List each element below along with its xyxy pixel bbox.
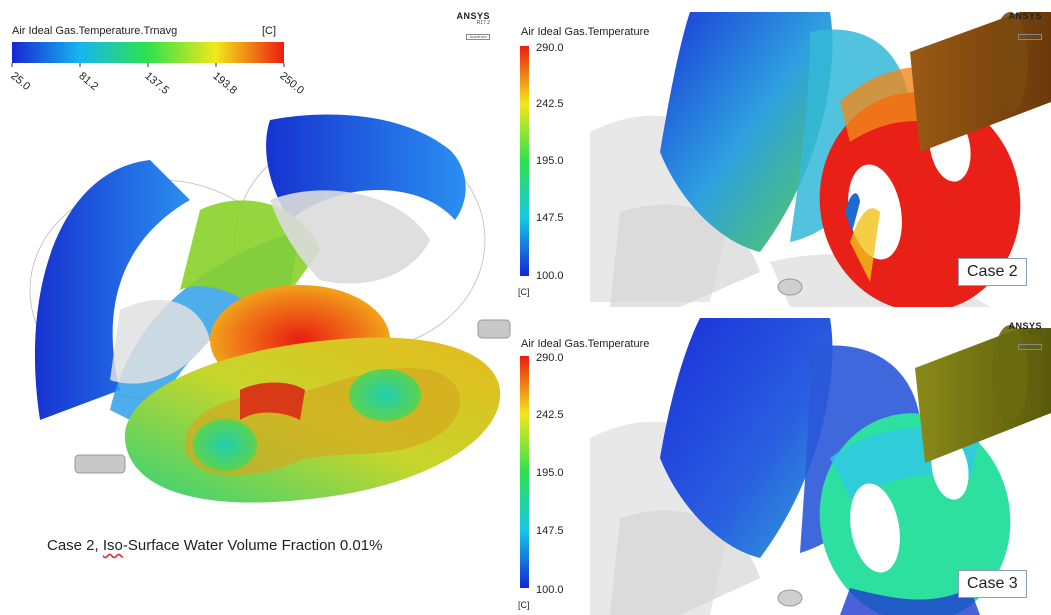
left-legend-title: Air Ideal Gas.Temperature.Trnavg [12, 25, 178, 37]
left-legend-unit: [C] [262, 25, 277, 37]
caption-suffix: -Surface Water Volume Fraction 0.01% [122, 537, 383, 554]
rt-tick-4: 100.0 [536, 270, 564, 282]
rb-tick-2: 195.0 [536, 467, 564, 479]
rb-tick-0: 290.0 [536, 352, 564, 364]
rt-tick-2: 195.0 [536, 155, 564, 167]
rb-unit: [C] [518, 600, 530, 610]
rt-unit: [C] [518, 287, 530, 297]
rt-legend-title: Air Ideal Gas.Temperature [521, 26, 650, 38]
rb-legend-title: Air Ideal Gas.Temperature [521, 338, 650, 350]
left-caption: Case 2, Iso-Surface Water Volume Fractio… [47, 537, 382, 554]
ansys-logo-edition: Academic [466, 34, 490, 40]
left-cfd-render [29, 114, 511, 503]
ansys-logo-rb: ANSYS R17.2 Academic [1000, 322, 1042, 352]
ansys-logo-left: ANSYS R17.2 Academic [448, 12, 490, 42]
ansys-logo-rt: ANSYS R17.2 Academic [1000, 12, 1042, 42]
rb-case-label: Case 3 [958, 570, 1027, 598]
rt-colorbar [520, 46, 529, 276]
ansys-logo-edition: Academic [1018, 344, 1042, 350]
ansys-logo-name: ANSYS [1008, 11, 1042, 21]
rt-tick-0: 290.0 [536, 42, 564, 54]
rb-tick-1: 242.5 [536, 409, 564, 421]
ansys-logo-version: R17.2 [1028, 330, 1042, 336]
rb-tick-4: 100.0 [536, 584, 564, 596]
ansys-logo-version: R17.2 [476, 20, 490, 26]
ansys-logo-name: ANSYS [456, 11, 490, 21]
rt-case-label: Case 2 [958, 258, 1027, 286]
ansys-logo-edition: Academic [1018, 34, 1042, 40]
ansys-logo-name: ANSYS [1008, 321, 1042, 331]
rb-colorbar [520, 356, 529, 588]
rt-cfd-render [590, 12, 1051, 307]
caption-underlined: Iso [102, 537, 123, 554]
caption-prefix: Case 2, [47, 537, 103, 554]
rt-tick-3: 147.5 [536, 212, 564, 224]
left-colorbar [11, 42, 285, 67]
rt-tick-1: 242.5 [536, 98, 564, 110]
ansys-logo-version: R17.2 [1028, 20, 1042, 26]
rb-tick-3: 147.5 [536, 525, 564, 537]
